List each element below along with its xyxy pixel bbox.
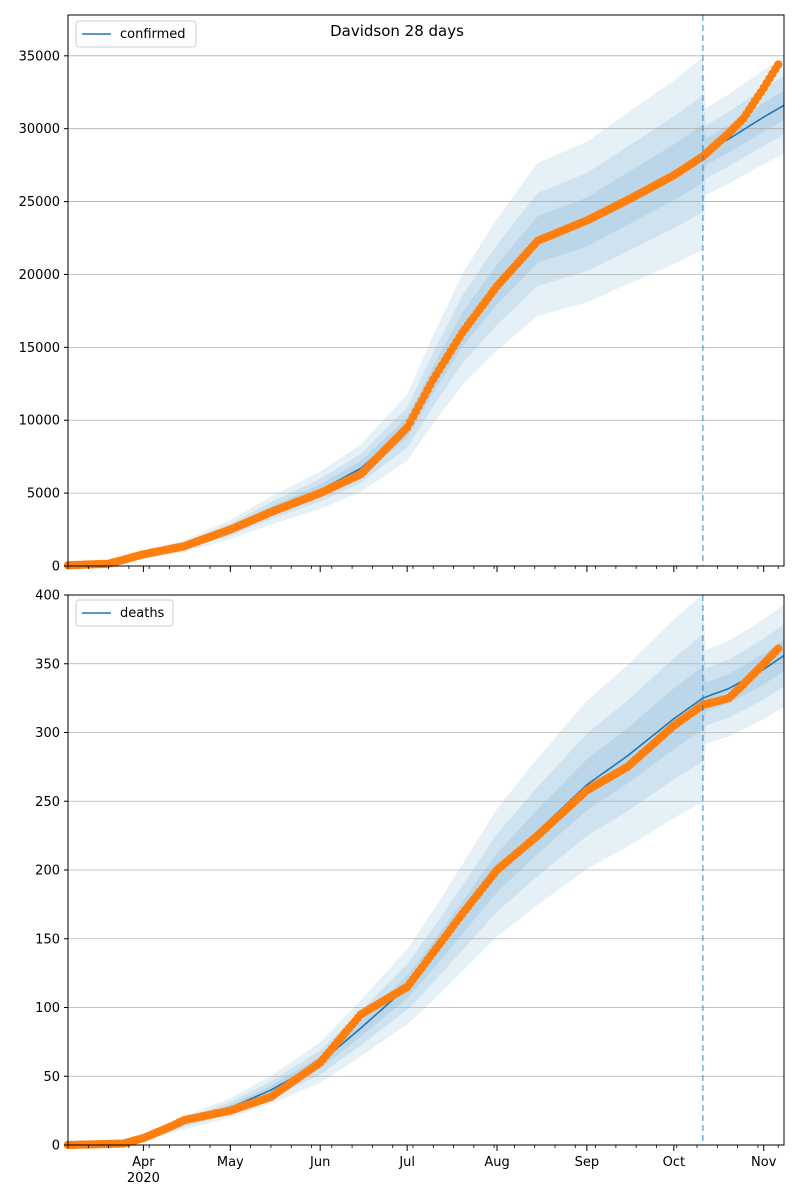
y-tick-label: 0 — [52, 560, 60, 575]
x-tick-label: May — [217, 1155, 244, 1170]
legend-label-confirmed: confirmed — [120, 27, 186, 42]
uncertainty-band-2 — [68, 76, 784, 566]
uncertainty-band-3 — [68, 639, 784, 1145]
chart-title: Davidson 28 days — [330, 22, 464, 40]
y-tick-label: 20000 — [19, 268, 60, 283]
y-tick-label: 150 — [35, 932, 60, 947]
observed-point — [774, 60, 783, 69]
y-tick-label: 0 — [52, 1139, 60, 1154]
x-tick-label: Sep — [575, 1155, 600, 1170]
confirmed-legend: confirmed — [75, 20, 197, 48]
y-tick-label: 400 — [35, 589, 60, 604]
deaths-legend: deaths — [75, 599, 174, 627]
observed-point — [774, 644, 783, 653]
y-tick-label: 10000 — [19, 414, 60, 429]
x-tick-label: Apr — [132, 1155, 155, 1170]
y-tick-label: 250 — [35, 795, 60, 810]
y-tick-label: 100 — [35, 1001, 60, 1016]
legend-label-deaths: deaths — [120, 606, 165, 621]
uncertainty-band-1 — [68, 57, 784, 566]
x-tick-label: Nov — [751, 1155, 777, 1170]
confirmed-axes: 0 5000 10000 15000 20000 25000 30000 35000 — [19, 14, 785, 575]
confirmed-panel: 0 5000 10000 15000 20000 25000 30000 35000 Davi… — [19, 14, 785, 575]
x-tick-label: Aug — [484, 1155, 509, 1170]
y-tick-label: 15000 — [19, 341, 60, 356]
confirmed-grid — [68, 55, 784, 494]
x-tick-label: Jun — [309, 1155, 330, 1170]
confirmed-observed-points — [63, 60, 783, 570]
deaths-observed-points — [63, 644, 783, 1150]
legend-box — [75, 599, 174, 627]
legend-box — [75, 20, 197, 48]
uncertainty-band-2 — [68, 624, 784, 1145]
y-tick-label: 300 — [35, 726, 60, 741]
y-tick-label: 200 — [35, 864, 60, 879]
x-tick-label: Jul — [398, 1155, 415, 1170]
y-tick-label: 5000 — [27, 487, 60, 502]
axes-frame — [67, 14, 785, 567]
y-tick-label: 25000 — [19, 195, 60, 210]
x-year-label: 2020 — [127, 1171, 160, 1186]
deaths-grid — [68, 594, 784, 1077]
y-tick-label: 350 — [35, 657, 60, 672]
y-tick-label: 35000 — [19, 49, 60, 64]
y-tick-label: 30000 — [19, 122, 60, 137]
y-tick-label: 50 — [43, 1070, 60, 1085]
x-tick-label: Oct — [663, 1155, 685, 1170]
